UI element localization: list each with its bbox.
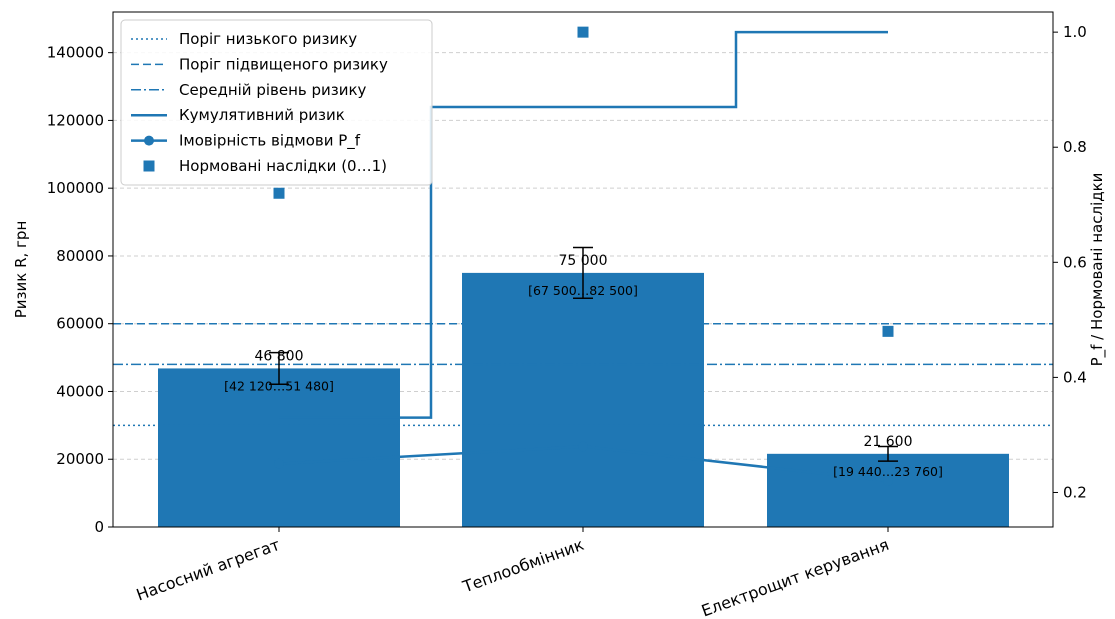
cumulative-step-line xyxy=(279,30,888,419)
x-axis: Насосний агрегат Теплообмінник Електрощит … xyxy=(134,527,891,619)
y-tick-label: 60000 xyxy=(56,315,104,333)
bar xyxy=(158,368,400,527)
legend: Поріг низького ризику Поріг підвищеного р… xyxy=(120,19,433,186)
x-tick-label: Насосний агрегат xyxy=(134,535,283,605)
bar xyxy=(767,453,1009,527)
y-axis-right: 0.2 0.4 0.6 0.8 1.0 xyxy=(1053,23,1087,501)
y2-tick-label: 0.2 xyxy=(1063,483,1087,501)
probability-point xyxy=(883,475,893,486)
legend-label: Нормовані наслідки (0…1) xyxy=(179,157,387,175)
y2-tick-label: 1.0 xyxy=(1063,23,1087,41)
probability-point xyxy=(578,441,588,452)
data-labels: 46 800 [42 120…51 480] 75 000 [67 500…82 50… xyxy=(224,246,943,479)
bar-ci-label: [19 440…23 760] xyxy=(833,464,943,479)
legend-label: Поріг підвищеного ризику xyxy=(179,55,388,73)
bar-value-label: 46 800 xyxy=(255,348,304,364)
legend-label: Поріг низького ризику xyxy=(179,30,357,48)
legend-swatch xyxy=(143,160,155,172)
bar-value-label: 75 000 xyxy=(559,253,608,269)
y-tick-label: 120000 xyxy=(47,111,104,129)
bar-ci-label: [67 500…82 500] xyxy=(528,283,638,298)
bars xyxy=(158,272,1009,527)
legend-label: Кумулятивний ризик xyxy=(179,106,345,124)
y-tick-label: 80000 xyxy=(56,247,104,265)
y-tick-label: 100000 xyxy=(47,179,104,197)
x-tick-label: Теплообмінник xyxy=(459,535,586,597)
y2-tick-label: 0.6 xyxy=(1063,253,1087,271)
legend-box xyxy=(120,19,433,186)
consequence-marker xyxy=(273,187,285,199)
consequence-marker xyxy=(882,325,894,337)
probability-point xyxy=(274,458,284,469)
y-tick-label: 140000 xyxy=(47,44,104,62)
legend-label: Імовірність відмови P_f xyxy=(179,132,361,151)
y-tick-label: 20000 xyxy=(56,450,104,468)
bar-ci-label: [42 120…51 480] xyxy=(224,378,334,393)
bar xyxy=(462,272,704,527)
consequence-marker xyxy=(577,26,589,38)
y-axis-label: Ризик R, грн xyxy=(12,221,30,319)
y2-axis-label: P_f / Нормовані наслідки xyxy=(1088,173,1107,367)
y-axis-left: 0 20000 40000 60000 80000 100000 120000 140000 xyxy=(47,44,113,536)
bar-value-label: 21 600 xyxy=(864,434,913,450)
y2-tick-label: 0.8 xyxy=(1063,138,1087,156)
series-lines xyxy=(113,26,1053,486)
legend-swatch xyxy=(144,135,154,146)
legend-label: Середній рівень ризику xyxy=(179,81,367,99)
y-tick-label: 0 xyxy=(94,518,104,536)
y2-tick-label: 0.4 xyxy=(1063,368,1087,386)
y-tick-label: 40000 xyxy=(56,382,104,400)
x-tick-label: Електрощит керування xyxy=(699,535,891,619)
